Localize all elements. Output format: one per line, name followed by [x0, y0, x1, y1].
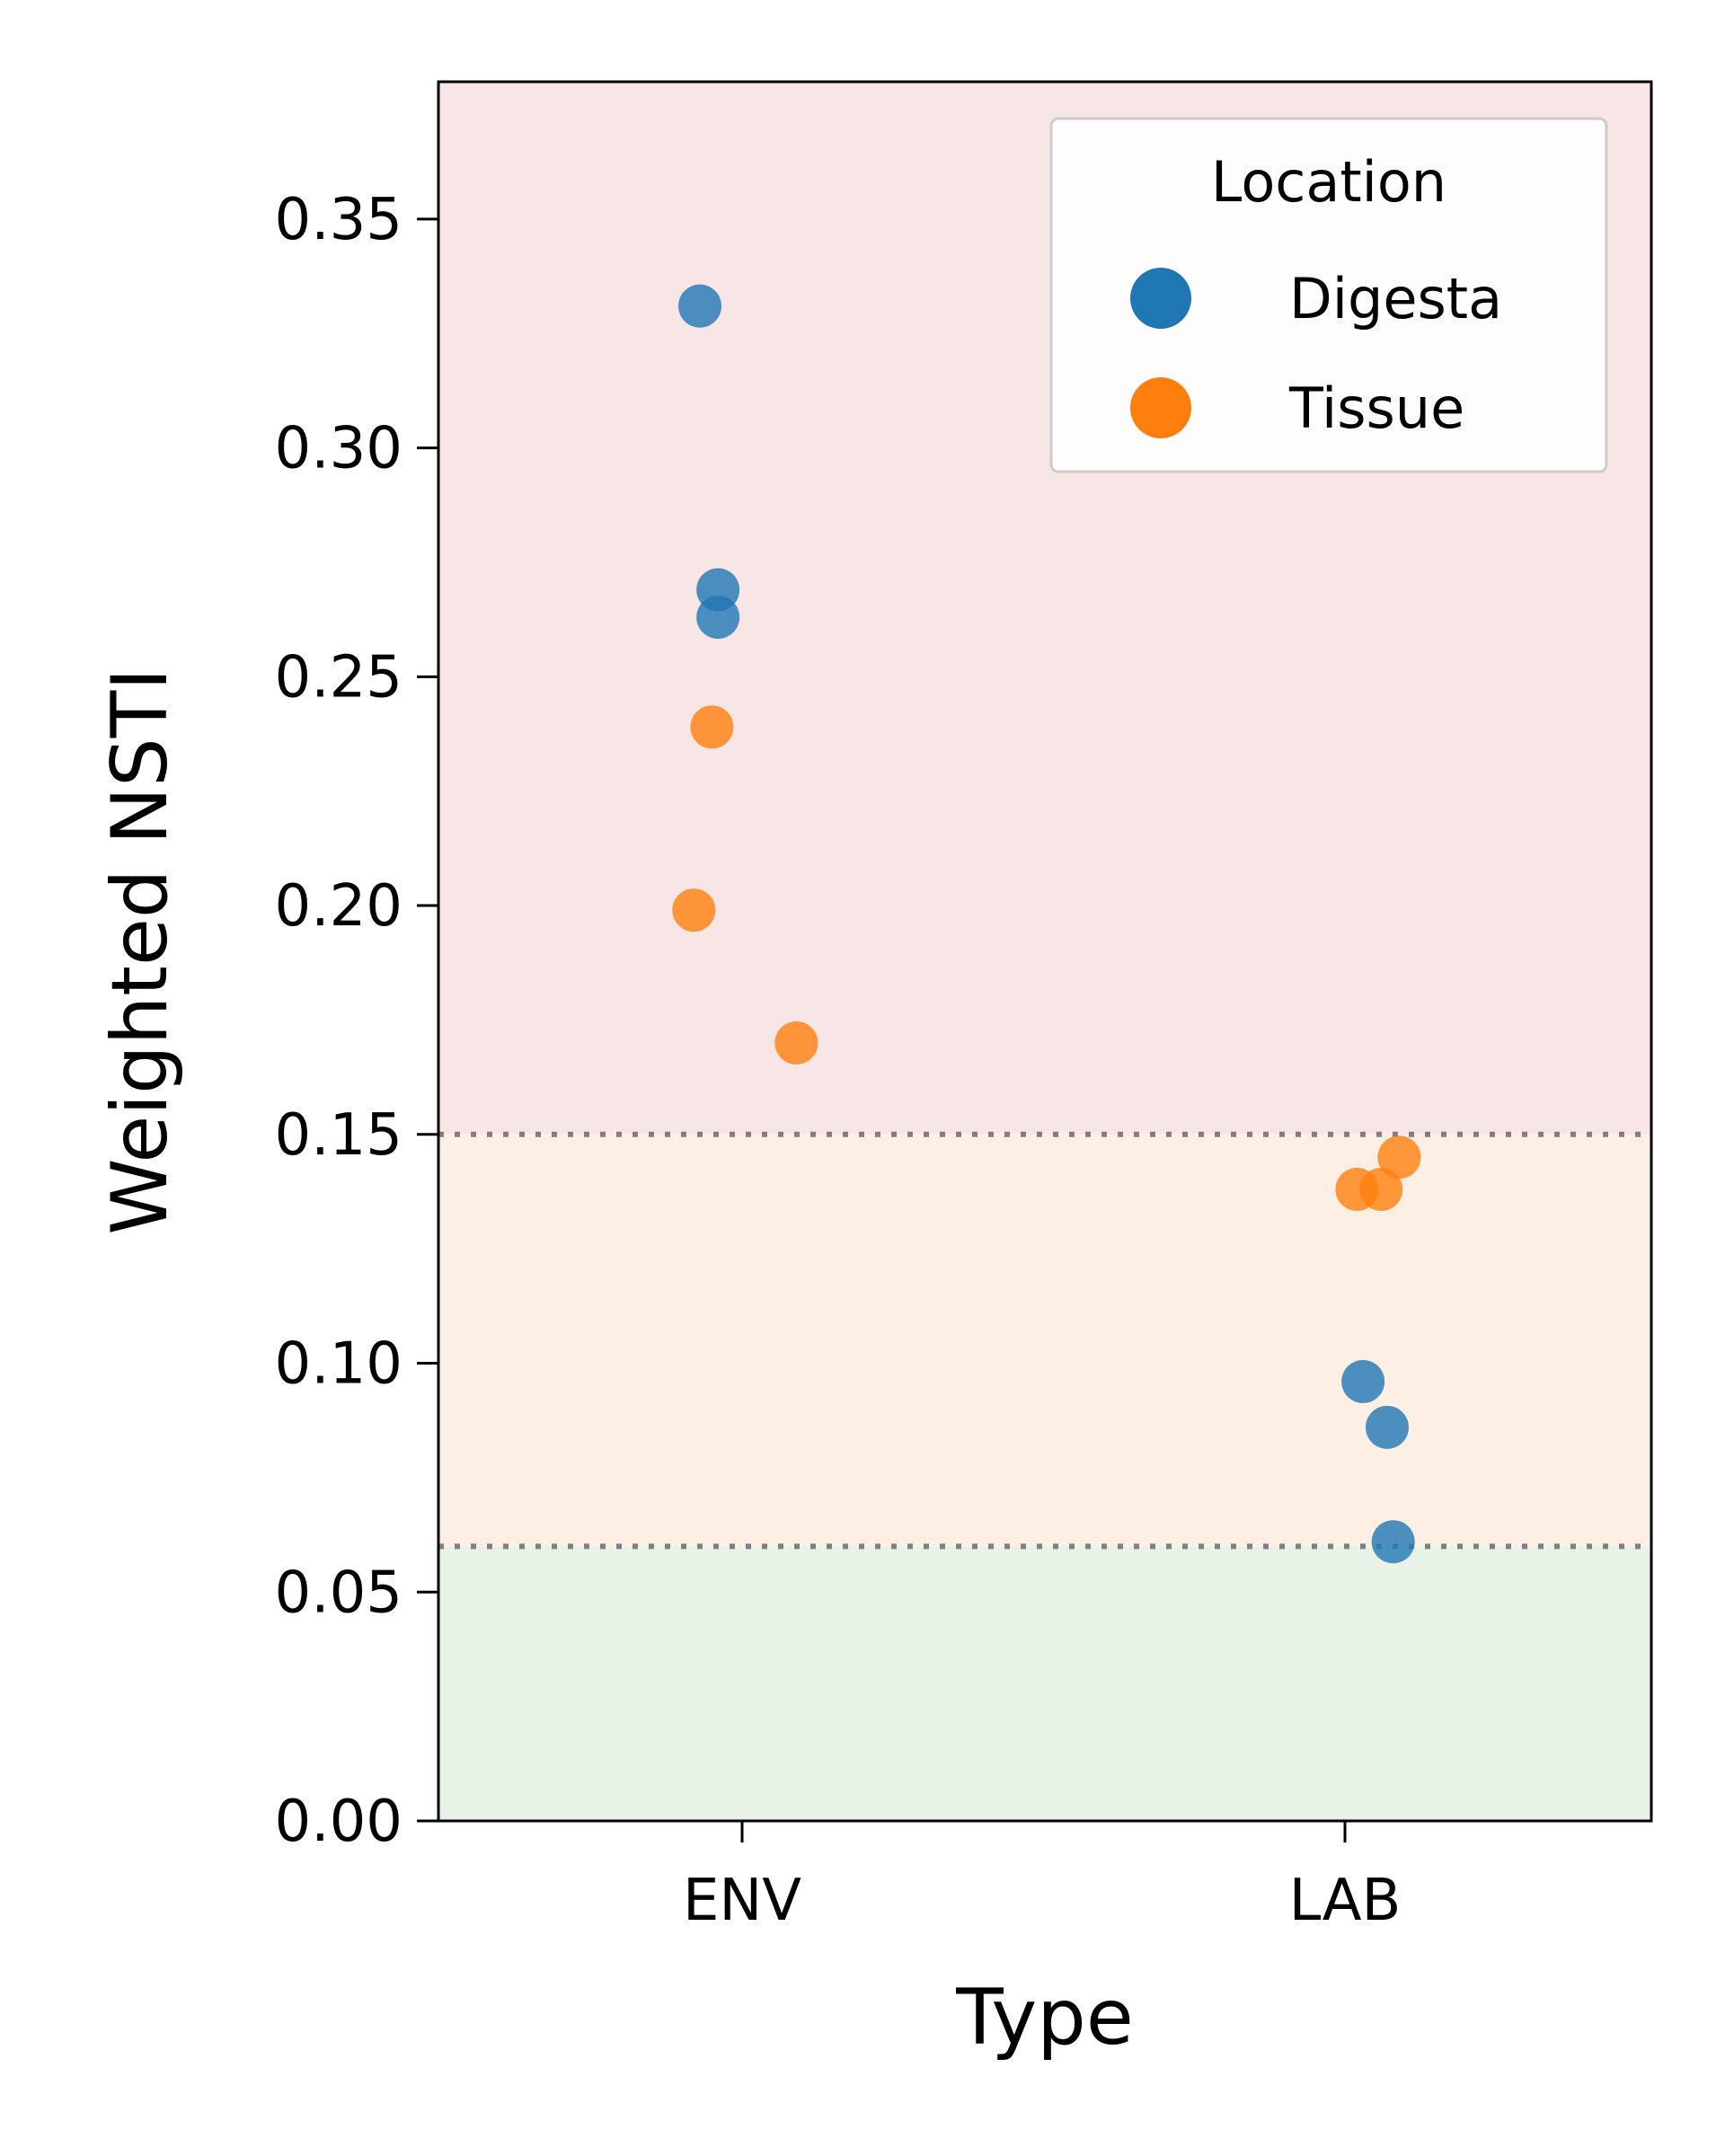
x-tick-label-1: LAB — [1289, 1868, 1402, 1934]
background-band-0 — [438, 1546, 1651, 1821]
background-band-1 — [438, 1134, 1651, 1547]
background-bands — [438, 82, 1651, 1821]
legend-label-tissue: Tissue — [1288, 376, 1464, 441]
x-axis: ENV LAB — [683, 1821, 1401, 1934]
point-digesta-5 — [1371, 1520, 1415, 1564]
y-tick-label-5: 0.25 — [275, 644, 403, 711]
y-tick-label-4: 0.20 — [275, 873, 403, 940]
legend-label-digesta: Digesta — [1289, 266, 1502, 331]
y-tick-label-6: 0.30 — [275, 416, 403, 482]
y-tick-label-2: 0.10 — [275, 1331, 403, 1398]
legend-marker-digesta — [1130, 268, 1191, 329]
point-tissue-3 — [1377, 1135, 1421, 1180]
point-tissue-0 — [690, 705, 734, 749]
point-tissue-1 — [672, 888, 716, 932]
y-tick-label-1: 0.05 — [275, 1560, 403, 1626]
y-axis: 0.00 0.05 0.10 0.15 0.20 0.25 0.30 0.35 — [275, 187, 438, 1855]
point-digesta-0 — [678, 284, 722, 328]
y-axis-title: Weighted NSTI — [95, 667, 185, 1234]
legend: Location Digesta Tissue — [1049, 117, 1608, 473]
plot-frame — [437, 80, 1653, 1823]
data-points — [672, 284, 1421, 1564]
point-digesta-3 — [1341, 1359, 1385, 1403]
legend-box — [1049, 117, 1608, 473]
point-tissue-2 — [774, 1021, 818, 1065]
point-digesta-2 — [696, 596, 740, 640]
legend-items: Digesta Tissue — [1130, 266, 1502, 441]
point-digesta-4 — [1365, 1405, 1409, 1449]
point-tissue-5 — [1335, 1167, 1379, 1211]
y-tick-label-7: 0.35 — [275, 187, 403, 253]
legend-title: Location — [1211, 149, 1446, 215]
x-axis-title: Type — [955, 1973, 1134, 2063]
legend-marker-tissue — [1130, 377, 1191, 438]
y-tick-label-3: 0.15 — [275, 1102, 403, 1169]
x-tick-label-0: ENV — [683, 1868, 801, 1934]
y-tick-label-0: 0.00 — [275, 1789, 403, 1855]
